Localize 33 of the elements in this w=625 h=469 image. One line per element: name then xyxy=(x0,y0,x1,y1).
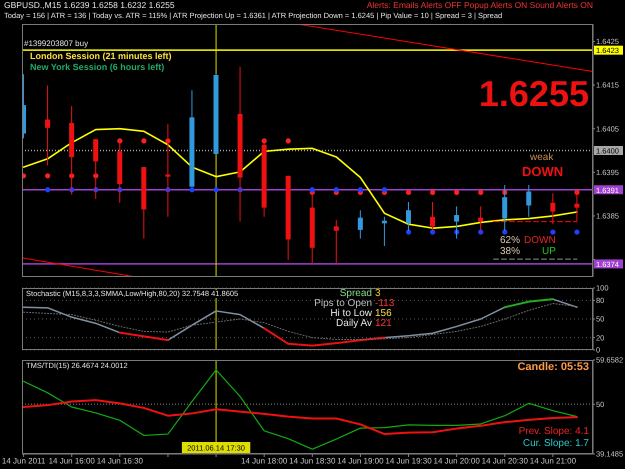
x-tick-label: 14 Jun 18:00 xyxy=(241,456,288,466)
annotation: Hi to Low xyxy=(330,308,372,319)
annotation: DOWN xyxy=(522,164,564,179)
annotation: weak xyxy=(530,152,554,163)
text: Alerts: Emails Alerts OFF Popup Alerts ON Sound Alerts ON xyxy=(366,0,593,10)
annotation: Cur. Slope: 1.7 xyxy=(522,438,589,449)
x-tick-label: 14 Jun 16:00 xyxy=(48,456,96,466)
annotation: Prev. Slope: 4.1 xyxy=(518,426,589,437)
annotation: #1399203807 buy xyxy=(24,39,88,48)
annotation: Daily Av xyxy=(336,318,372,329)
x-tick-label: 14 Jun 21:00 xyxy=(530,456,577,466)
annotation: DOWN xyxy=(524,235,556,246)
x-tick-label: 14 Jun 16:30 xyxy=(96,456,144,466)
annotation: 38% xyxy=(500,246,520,257)
annotation: 3 xyxy=(375,288,381,299)
annotation: 62% xyxy=(500,235,520,246)
x-tick-label: 14 Jun 19:00 xyxy=(337,456,384,466)
x-tick-label: 14 Jun 20:00 xyxy=(434,456,480,466)
x-tick-label: 14 Jun 19:30 xyxy=(385,456,432,466)
annotation: Candle: 05:53 xyxy=(517,361,589,373)
annotation: 1.6255 xyxy=(478,73,589,114)
annotation: London Session (21 minutes left) xyxy=(30,51,172,61)
annotation: UP xyxy=(542,246,556,257)
annotation: New York Session (6 hours left) xyxy=(30,62,164,72)
x-tick-label: 14 Jun 20:30 xyxy=(482,456,528,466)
annotation: Pips to Open xyxy=(314,298,372,309)
annotation: 156 xyxy=(375,308,392,319)
x-tick-label: 14 Jun 18:30 xyxy=(289,456,336,466)
annotation: 121 xyxy=(375,318,392,329)
annotation: Spread xyxy=(340,288,372,299)
x-tick-label: 14 Jun 2011 xyxy=(2,456,46,466)
chart-title: GBPUSD.,M15 1.6239 1.6258 1.6232 1.6255 xyxy=(4,0,175,10)
annotation: -113 xyxy=(375,298,394,309)
